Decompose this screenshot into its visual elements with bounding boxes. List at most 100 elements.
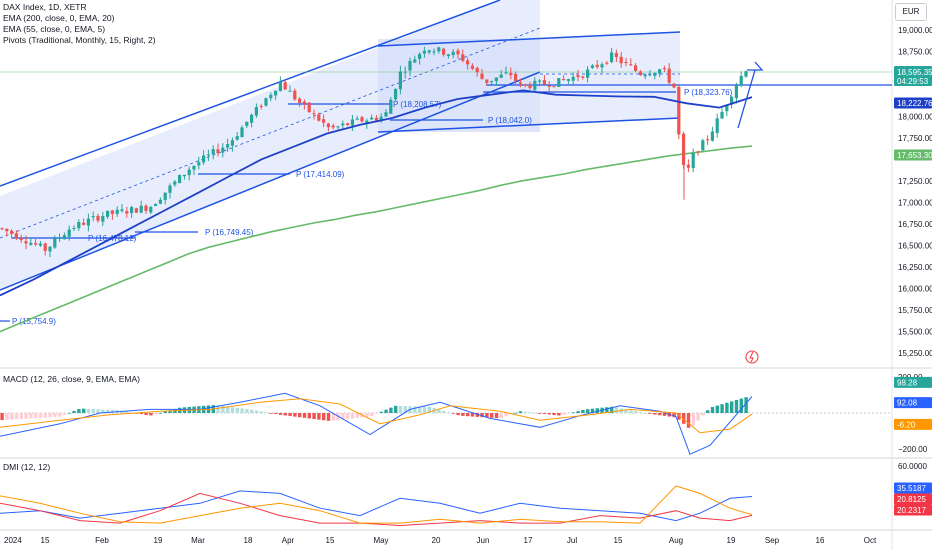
price-tick: 17,000.00 [898,198,932,207]
macd-signal-badge-text: -6.20 [897,420,916,429]
time-tick: 19 [727,536,736,545]
macd-bar [461,413,465,416]
candle-body [139,205,143,213]
candle-body [629,64,633,66]
candle-body [14,233,18,239]
macd-bar [230,407,235,413]
pivot-label: P (15,754.9) [12,317,56,326]
macd-bar [346,413,350,420]
macd-bar [374,413,379,414]
macd-bar [701,413,705,416]
candle-body [422,50,426,54]
macd-bar [264,412,268,414]
time-tick: 15 [614,536,623,545]
candle-body [278,81,282,91]
macd-bar [586,409,590,413]
candle-body [53,238,57,248]
macd-bar [43,413,47,418]
candle-body [5,228,9,232]
candle-body [365,120,369,123]
macd-bar [662,413,667,416]
candle-body [691,152,695,169]
candle-body [168,185,172,193]
macd-bar [307,413,311,419]
macd-bar [485,413,489,418]
candle-body [360,117,364,122]
macd-bar [24,413,28,419]
macd-bar [610,406,614,413]
macd-bar [269,413,273,414]
candle-body [341,123,345,126]
price-tick: 16,000.00 [898,284,932,293]
candle-body [518,82,522,84]
candle-body [389,99,393,114]
macd-bar [82,408,86,413]
candle-body [394,88,398,100]
range-upper-line [377,31,681,47]
candle-body [293,90,297,100]
time-tick: Sep [765,536,780,545]
price-tick: 15,500.00 [898,328,932,337]
candle-body [158,199,162,204]
price-tick: 19,000.00 [898,26,932,35]
candle-body [144,205,148,211]
candle-body [317,114,321,121]
time-tick: Apr [282,536,295,545]
candle-body [586,69,590,78]
legend-ema55: EMA (55, close, 0, EMA, 5) [3,24,106,34]
macd-bar [547,413,551,415]
candle-body [283,82,287,90]
candle-body [552,86,556,88]
macd-bar [326,413,331,421]
macd-bar [725,402,729,413]
candle-body [466,60,470,65]
macd-bar [739,398,743,413]
candle-body [134,208,138,213]
candle-body [475,67,479,73]
legend-ema200: EMA (200, close, 0, EMA, 20) [3,13,115,23]
candle-body [600,64,604,68]
price-tick: 16,250.00 [898,263,932,272]
ema200-badge: 17,653.30 [894,149,932,161]
candle-body [413,59,417,63]
candle-body [226,144,230,148]
adx-badge-text: 20.8125 [897,495,926,504]
macd-bar [14,413,19,420]
candle-body [192,165,196,170]
price-tick: 16,500.00 [898,241,932,250]
candle-body [667,68,671,83]
macd-bar [566,413,571,414]
macd-bar [451,413,455,414]
macd-bar [466,413,470,417]
di-plus-badge-bg [894,482,932,494]
macd-bar [29,413,33,419]
candle-body [346,123,350,126]
candle-body [403,71,407,73]
channel-lower-line [0,71,541,291]
candle-body [499,74,503,78]
macd-bar [389,407,393,413]
candle-body [101,215,105,222]
macd-bar [643,412,647,414]
candle-body [250,114,254,123]
macd-bar [19,413,23,419]
macd-bar [250,409,254,413]
currency-button[interactable]: EUR [895,3,927,21]
legend-title: DAX Index, 1D, XETR [3,2,87,12]
macd-bar [259,411,263,413]
candle-body [322,119,326,123]
macd-bar [38,413,43,418]
candle-body [590,65,594,68]
macd-bar [298,413,302,418]
macd-signal-line [0,398,753,434]
last-price-text: 18,595.35 [897,68,932,77]
candle-body [638,71,642,76]
time-tick: 15 [326,536,335,545]
lightning-icon [745,350,759,364]
macd-bar [67,412,71,414]
candle-body [595,64,599,67]
macd-bar [101,409,105,413]
candle-body [379,116,383,122]
candle-body [614,53,618,58]
